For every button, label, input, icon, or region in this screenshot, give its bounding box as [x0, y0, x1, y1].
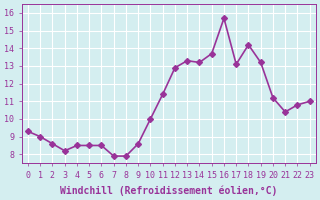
X-axis label: Windchill (Refroidissement éolien,°C): Windchill (Refroidissement éolien,°C)	[60, 185, 277, 196]
